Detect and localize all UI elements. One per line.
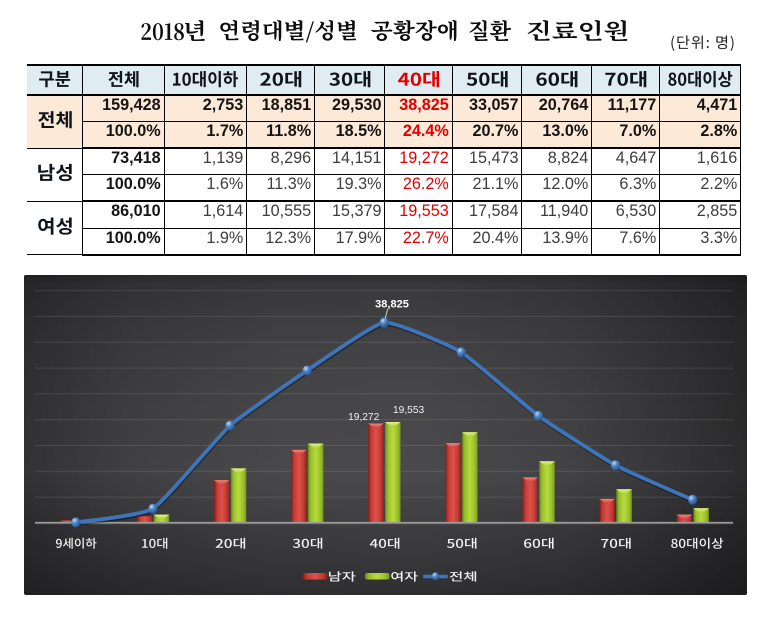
svg-text:19,553: 19,553 xyxy=(393,405,424,416)
svg-text:19,272: 19,272 xyxy=(348,412,379,423)
svg-text:38,825: 38,825 xyxy=(375,299,409,311)
